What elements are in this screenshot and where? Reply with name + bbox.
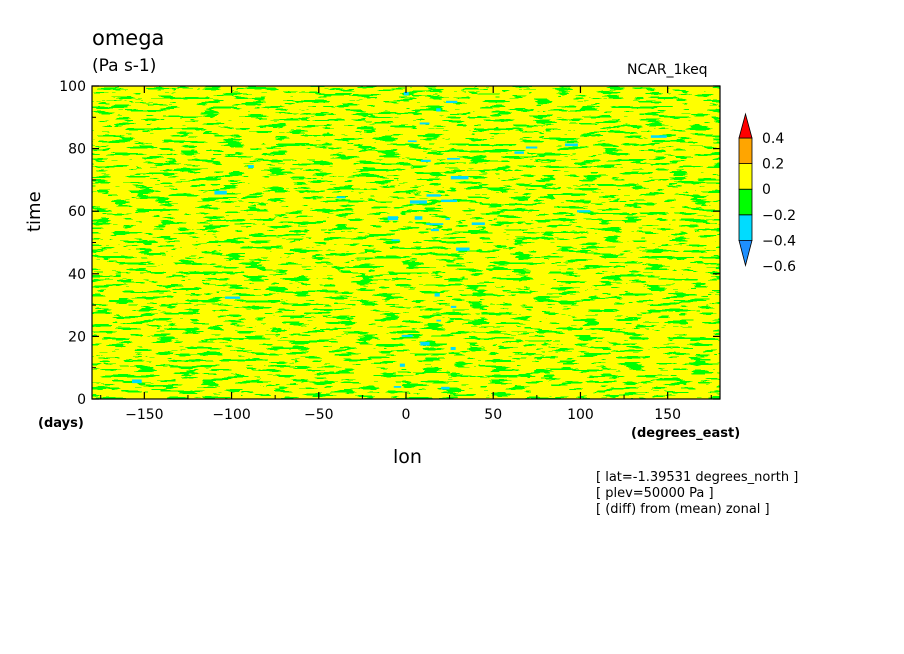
field-patch xyxy=(471,222,485,226)
field-patch xyxy=(409,200,427,204)
colorbar-label: −0.2 xyxy=(762,208,796,224)
y-tick-label: 20 xyxy=(68,329,86,345)
field-patch xyxy=(450,305,457,308)
annotation-latitude: [ lat=-1.39531 degrees_north ] xyxy=(596,470,799,485)
field-patch xyxy=(441,199,458,203)
field-patch xyxy=(577,210,591,213)
field-patch xyxy=(403,91,409,96)
colorbar-box xyxy=(738,137,753,165)
field-patch xyxy=(421,159,431,162)
field-patch xyxy=(446,100,458,104)
model-label: NCAR_1keq xyxy=(627,62,708,78)
colorbar-box xyxy=(738,163,753,190)
x-tick-label: 100 xyxy=(567,407,594,423)
field-negative-streaks xyxy=(92,86,720,399)
field-patch xyxy=(525,146,538,149)
field-patch xyxy=(445,218,450,220)
field-patch xyxy=(426,223,444,225)
x-tick-label: 150 xyxy=(654,407,681,423)
field-patch xyxy=(650,135,667,138)
y-tick-label: 60 xyxy=(68,204,86,220)
y-tick-label: 0 xyxy=(77,392,86,408)
field-patch xyxy=(393,386,402,388)
field-patch xyxy=(225,296,241,299)
field-patch xyxy=(426,194,441,197)
field-patch xyxy=(450,346,456,350)
annotation-diff-note: [ (diff) from (mean) zonal ] xyxy=(596,502,770,517)
colorbar: 0.4 0.2 0 −0.2 −0.4 −0.6 xyxy=(738,112,796,275)
x-tick-label: −50 xyxy=(304,407,334,423)
field-patch xyxy=(414,216,423,220)
field-patch xyxy=(419,122,430,125)
y-tick-label: 100 xyxy=(59,79,86,95)
field-patch xyxy=(399,363,405,367)
colorbar-top-arrow xyxy=(738,112,753,139)
contour-field xyxy=(92,86,720,399)
colorbar-box xyxy=(738,188,753,216)
x-tick-label: 0 xyxy=(402,407,411,423)
colorbar-label: 0.2 xyxy=(762,157,784,173)
field-patch xyxy=(514,151,524,154)
x-tick-label: 50 xyxy=(484,407,502,423)
chart-title: omega xyxy=(92,26,165,50)
colorbar-label: 0 xyxy=(762,182,771,198)
field-patch xyxy=(430,228,439,232)
chart-units: (Pa s-1) xyxy=(92,56,157,76)
field-patch xyxy=(391,239,400,242)
field-patch xyxy=(441,386,450,390)
field-patch xyxy=(436,319,441,322)
y-tick-label: 80 xyxy=(68,142,86,158)
annotation-pressure-level: [ plev=50000 Pa ] xyxy=(596,486,714,501)
colorbar-label: −0.6 xyxy=(762,259,796,275)
colorbar-bottom-arrow xyxy=(738,239,753,267)
field-patch xyxy=(214,190,227,195)
field-patch xyxy=(336,196,346,199)
field-patch xyxy=(450,175,469,180)
x-tick-label: −100 xyxy=(212,407,250,423)
field-patch xyxy=(564,143,578,147)
field-patch xyxy=(407,140,417,143)
x-axis-unit: (degrees_east) xyxy=(631,426,741,441)
field-patch xyxy=(401,334,413,337)
colorbar-label: 0.4 xyxy=(762,131,784,147)
field-patch xyxy=(248,165,254,169)
y-axis-unit: (days) xyxy=(38,416,84,431)
x-axis-label: lon xyxy=(393,446,422,468)
y-tick-label: 40 xyxy=(68,267,86,283)
field-patch xyxy=(387,216,399,221)
field-patch xyxy=(447,157,460,160)
x-tick-label: −150 xyxy=(125,407,163,423)
field-patch xyxy=(434,293,440,297)
colorbar-label: −0.4 xyxy=(762,233,796,249)
field-patch xyxy=(132,379,142,384)
field-patch xyxy=(456,247,470,251)
field-patch xyxy=(436,108,441,112)
field-patch xyxy=(420,341,430,346)
colorbar-box xyxy=(738,214,753,241)
axes: −150 −100 −50 0 50 100 150 0 20 40 60 80 100 xyxy=(59,79,720,423)
